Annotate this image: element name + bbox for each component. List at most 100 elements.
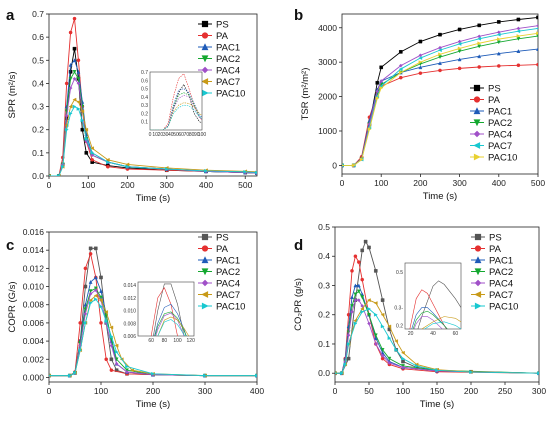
data-point-pac10: [387, 336, 392, 341]
data-point-pa: [536, 62, 538, 67]
inset-line-pac1: [411, 307, 448, 329]
data-point-pac10: [536, 31, 538, 36]
data-point-pac10: [109, 334, 114, 339]
data-point-pa: [357, 260, 361, 264]
inset-y-tick: 0.7: [141, 70, 148, 76]
x-tick-label: 200: [413, 178, 427, 188]
inset-x-tick: 40: [168, 132, 174, 138]
data-point-pac10: [359, 157, 364, 162]
y-tick-label: 0.7: [32, 9, 44, 19]
x-tick-label: 100: [94, 386, 108, 396]
data-point-pac10: [76, 106, 81, 111]
y-tick-label: 0.012: [23, 263, 45, 273]
y-tick-label: 0.5: [318, 222, 330, 232]
data-point-pac10: [367, 306, 372, 311]
y-tick-label: 0.1: [318, 339, 330, 349]
legend-label: PA: [216, 31, 229, 42]
inset-line-pa: [150, 287, 178, 336]
y-tick-label: 0.002: [23, 354, 45, 364]
data-point-pa: [380, 356, 385, 361]
series-line-pac10: [342, 32, 538, 166]
data-point-pac2: [72, 70, 77, 74]
data-point-pac10: [80, 118, 85, 123]
y-tick-label: 0.5: [32, 55, 44, 65]
data-point-pac7: [109, 325, 114, 330]
data-point-pac10: [353, 321, 358, 326]
legend-label: PS: [216, 20, 229, 31]
inset-y-tick: 0.3: [141, 103, 148, 109]
data-point-pa: [76, 58, 81, 63]
data-point-pac10: [367, 127, 372, 132]
inset-x-tick: 100: [198, 132, 207, 138]
legend-label: PAC10: [489, 302, 518, 313]
data-point-ps: [457, 27, 462, 32]
x-tick-label: 500: [531, 178, 545, 188]
plot-frame: [341, 13, 539, 175]
inset-x-tick: 20: [158, 132, 164, 138]
series-line-pac10: [49, 105, 257, 176]
inset-x-tick: 100: [173, 338, 182, 344]
x-tick-label: 0: [333, 386, 338, 396]
data-point-pac2: [68, 77, 73, 81]
x-tick-label: 100: [81, 180, 95, 190]
data-point-pac10: [375, 96, 380, 101]
inset-x-tick: 30: [163, 132, 169, 138]
legend-marker: [201, 78, 209, 85]
y-axis-label: SPR (m²/s): [7, 72, 18, 119]
y-tick-label: 0.3: [32, 102, 44, 112]
data-point-ps: [516, 17, 521, 22]
data-point-pac10: [340, 371, 344, 376]
inset-y-tick: 0.3-: [394, 306, 403, 312]
legend-label: PAC7: [216, 77, 240, 88]
data-point-pac7: [516, 29, 521, 34]
panel-d: d 0 50 100 150 200 250 300 0.0 0.1 0.2 0.3 0.4 0.5 Tim…: [293, 222, 546, 410]
data-point-pa: [78, 321, 83, 325]
legend-marker: [201, 20, 209, 28]
legend-marker: [201, 89, 209, 97]
x-tick-label: 300: [532, 386, 546, 396]
data-point-pac10: [497, 37, 501, 42]
x-axis-label: Time (s): [420, 399, 454, 410]
data-point-pac2: [496, 40, 501, 45]
data-point-pac10: [104, 319, 109, 324]
legend-label: PAC10: [216, 89, 245, 100]
data-point-pac7: [88, 298, 93, 303]
data-point-pac10: [68, 111, 73, 116]
data-point-pa: [418, 71, 423, 75]
y-tick-label: 4000: [318, 23, 337, 33]
data-point-pac7: [535, 27, 538, 30]
data-point-pac2: [516, 36, 521, 41]
panel-a: a0 100 200 300 400 5000.00.10.20.30.40.50.60.…: [6, 7, 258, 204]
inset-series: [409, 280, 461, 329]
data-point-pac7: [394, 339, 398, 343]
y-tick-label: 1000: [318, 126, 337, 136]
data-point-pac2: [438, 55, 442, 60]
data-point-pac1: [88, 279, 93, 284]
data-point-pac4: [353, 298, 358, 302]
legend-label: PAC7: [488, 141, 512, 152]
inset-line-pac2: [154, 311, 187, 336]
legend-label: PA: [216, 244, 229, 255]
data-point-pac2: [477, 44, 482, 49]
data-point-pac2: [353, 292, 358, 297]
data-point-pa: [83, 266, 88, 271]
y-tick-label: 0.010: [23, 282, 45, 292]
inset-y-tick: 0.010: [123, 309, 136, 315]
inset-x-tick: 70: [184, 132, 190, 138]
x-tick-label: 250: [498, 386, 512, 396]
data-point-pac4: [398, 63, 403, 68]
data-point-ps: [536, 15, 538, 20]
data-point-pa: [90, 158, 94, 162]
x-axis-label: Time (s): [136, 399, 170, 410]
legend-label: PAC10: [488, 153, 517, 164]
panel-b: b 0 100 200 300 400 500 0 1000 2000 3000 4000 Time (…: [294, 7, 545, 202]
series-group: [49, 16, 257, 176]
legend-marker: [201, 279, 209, 287]
data-point-pa: [516, 63, 521, 67]
data-point-pac10: [335, 372, 338, 375]
legend-marker: [473, 153, 481, 161]
data-point-pac10: [88, 300, 93, 305]
legend-marker: [473, 142, 481, 149]
